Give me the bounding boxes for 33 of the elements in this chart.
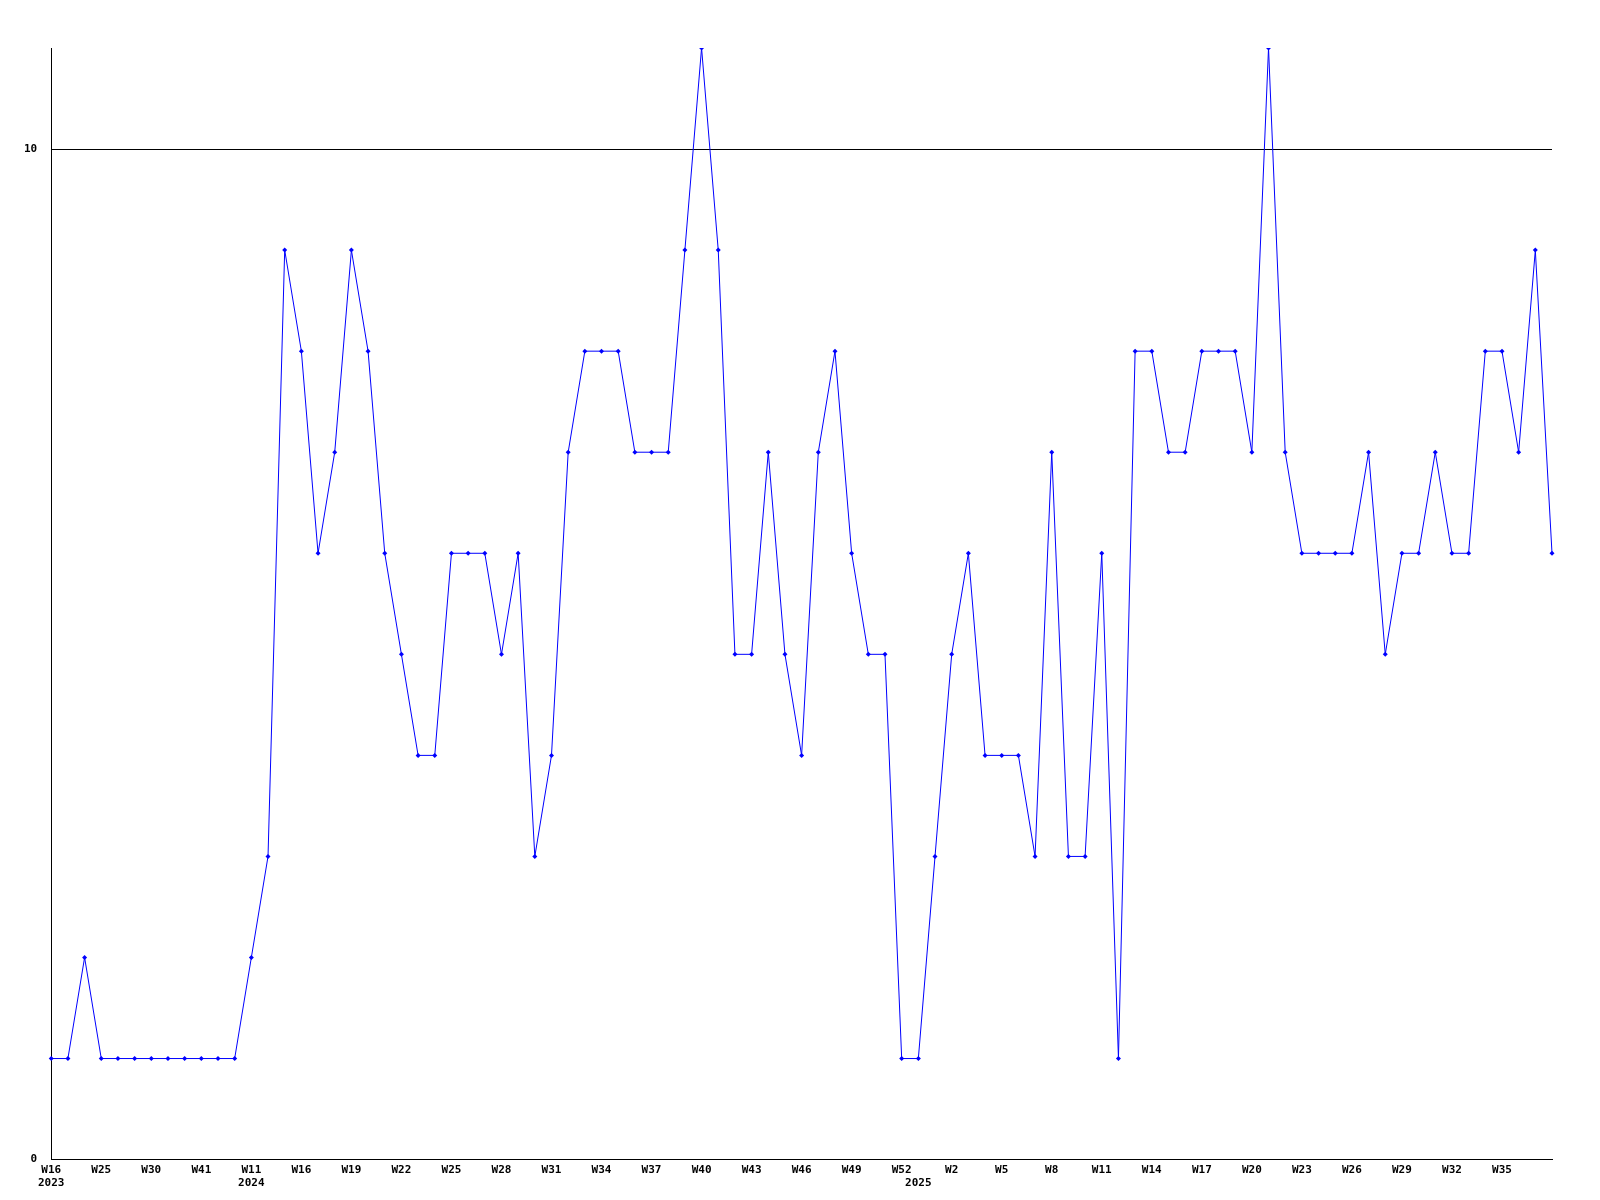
x-tick-label: W22 (391, 1163, 412, 1177)
x-tick-label: W30 (141, 1163, 162, 1177)
x-tick-label: W16 2023 (38, 1163, 65, 1190)
x-tick-label: W35 (1492, 1163, 1512, 1177)
x-tick-label: W11 2024 (238, 1163, 265, 1190)
x-tick-label: W26 (1341, 1163, 1363, 1177)
x-tick-label: 2025 (905, 1176, 932, 1190)
x-tick-label: W52 (891, 1163, 912, 1177)
x-tick-label: W16 (291, 1163, 312, 1177)
x-tick-label: W11 (1091, 1163, 1113, 1177)
x-tick-label: W41 (191, 1163, 212, 1177)
x-tick-label: W17 (1191, 1163, 1212, 1177)
x-tick-label: W40 (691, 1163, 712, 1177)
x-tick-label: W23 (1291, 1163, 1312, 1177)
x-tick-label: W37 (641, 1163, 662, 1177)
x-tick-label: W43 (741, 1163, 762, 1177)
x-tick-label: W29 (1391, 1163, 1412, 1177)
x-tick-label: W8 (1045, 1163, 1059, 1177)
x-tick-label: W46 (791, 1163, 812, 1177)
y-tick-label: 10 (24, 141, 38, 155)
x-tick-label: W14 (1141, 1163, 1163, 1177)
x-tick-label: W49 (841, 1163, 862, 1177)
y-tick-label: 0 (30, 1152, 38, 1166)
x-tick-label: W20 (1241, 1163, 1262, 1177)
x-tick-label: W28 (491, 1163, 512, 1177)
x-tick-label: W32 (1442, 1163, 1462, 1177)
x-tick-label: W31 (541, 1163, 562, 1177)
x-tick-label: W19 (341, 1163, 362, 1177)
x-tick-label: W25 (441, 1163, 462, 1177)
x-tick-label: W25 (91, 1163, 112, 1177)
x-tick-label: W5 (995, 1163, 1009, 1177)
x-tick-label: W34 (591, 1163, 612, 1177)
x-tick-label: W2 (945, 1163, 959, 1177)
